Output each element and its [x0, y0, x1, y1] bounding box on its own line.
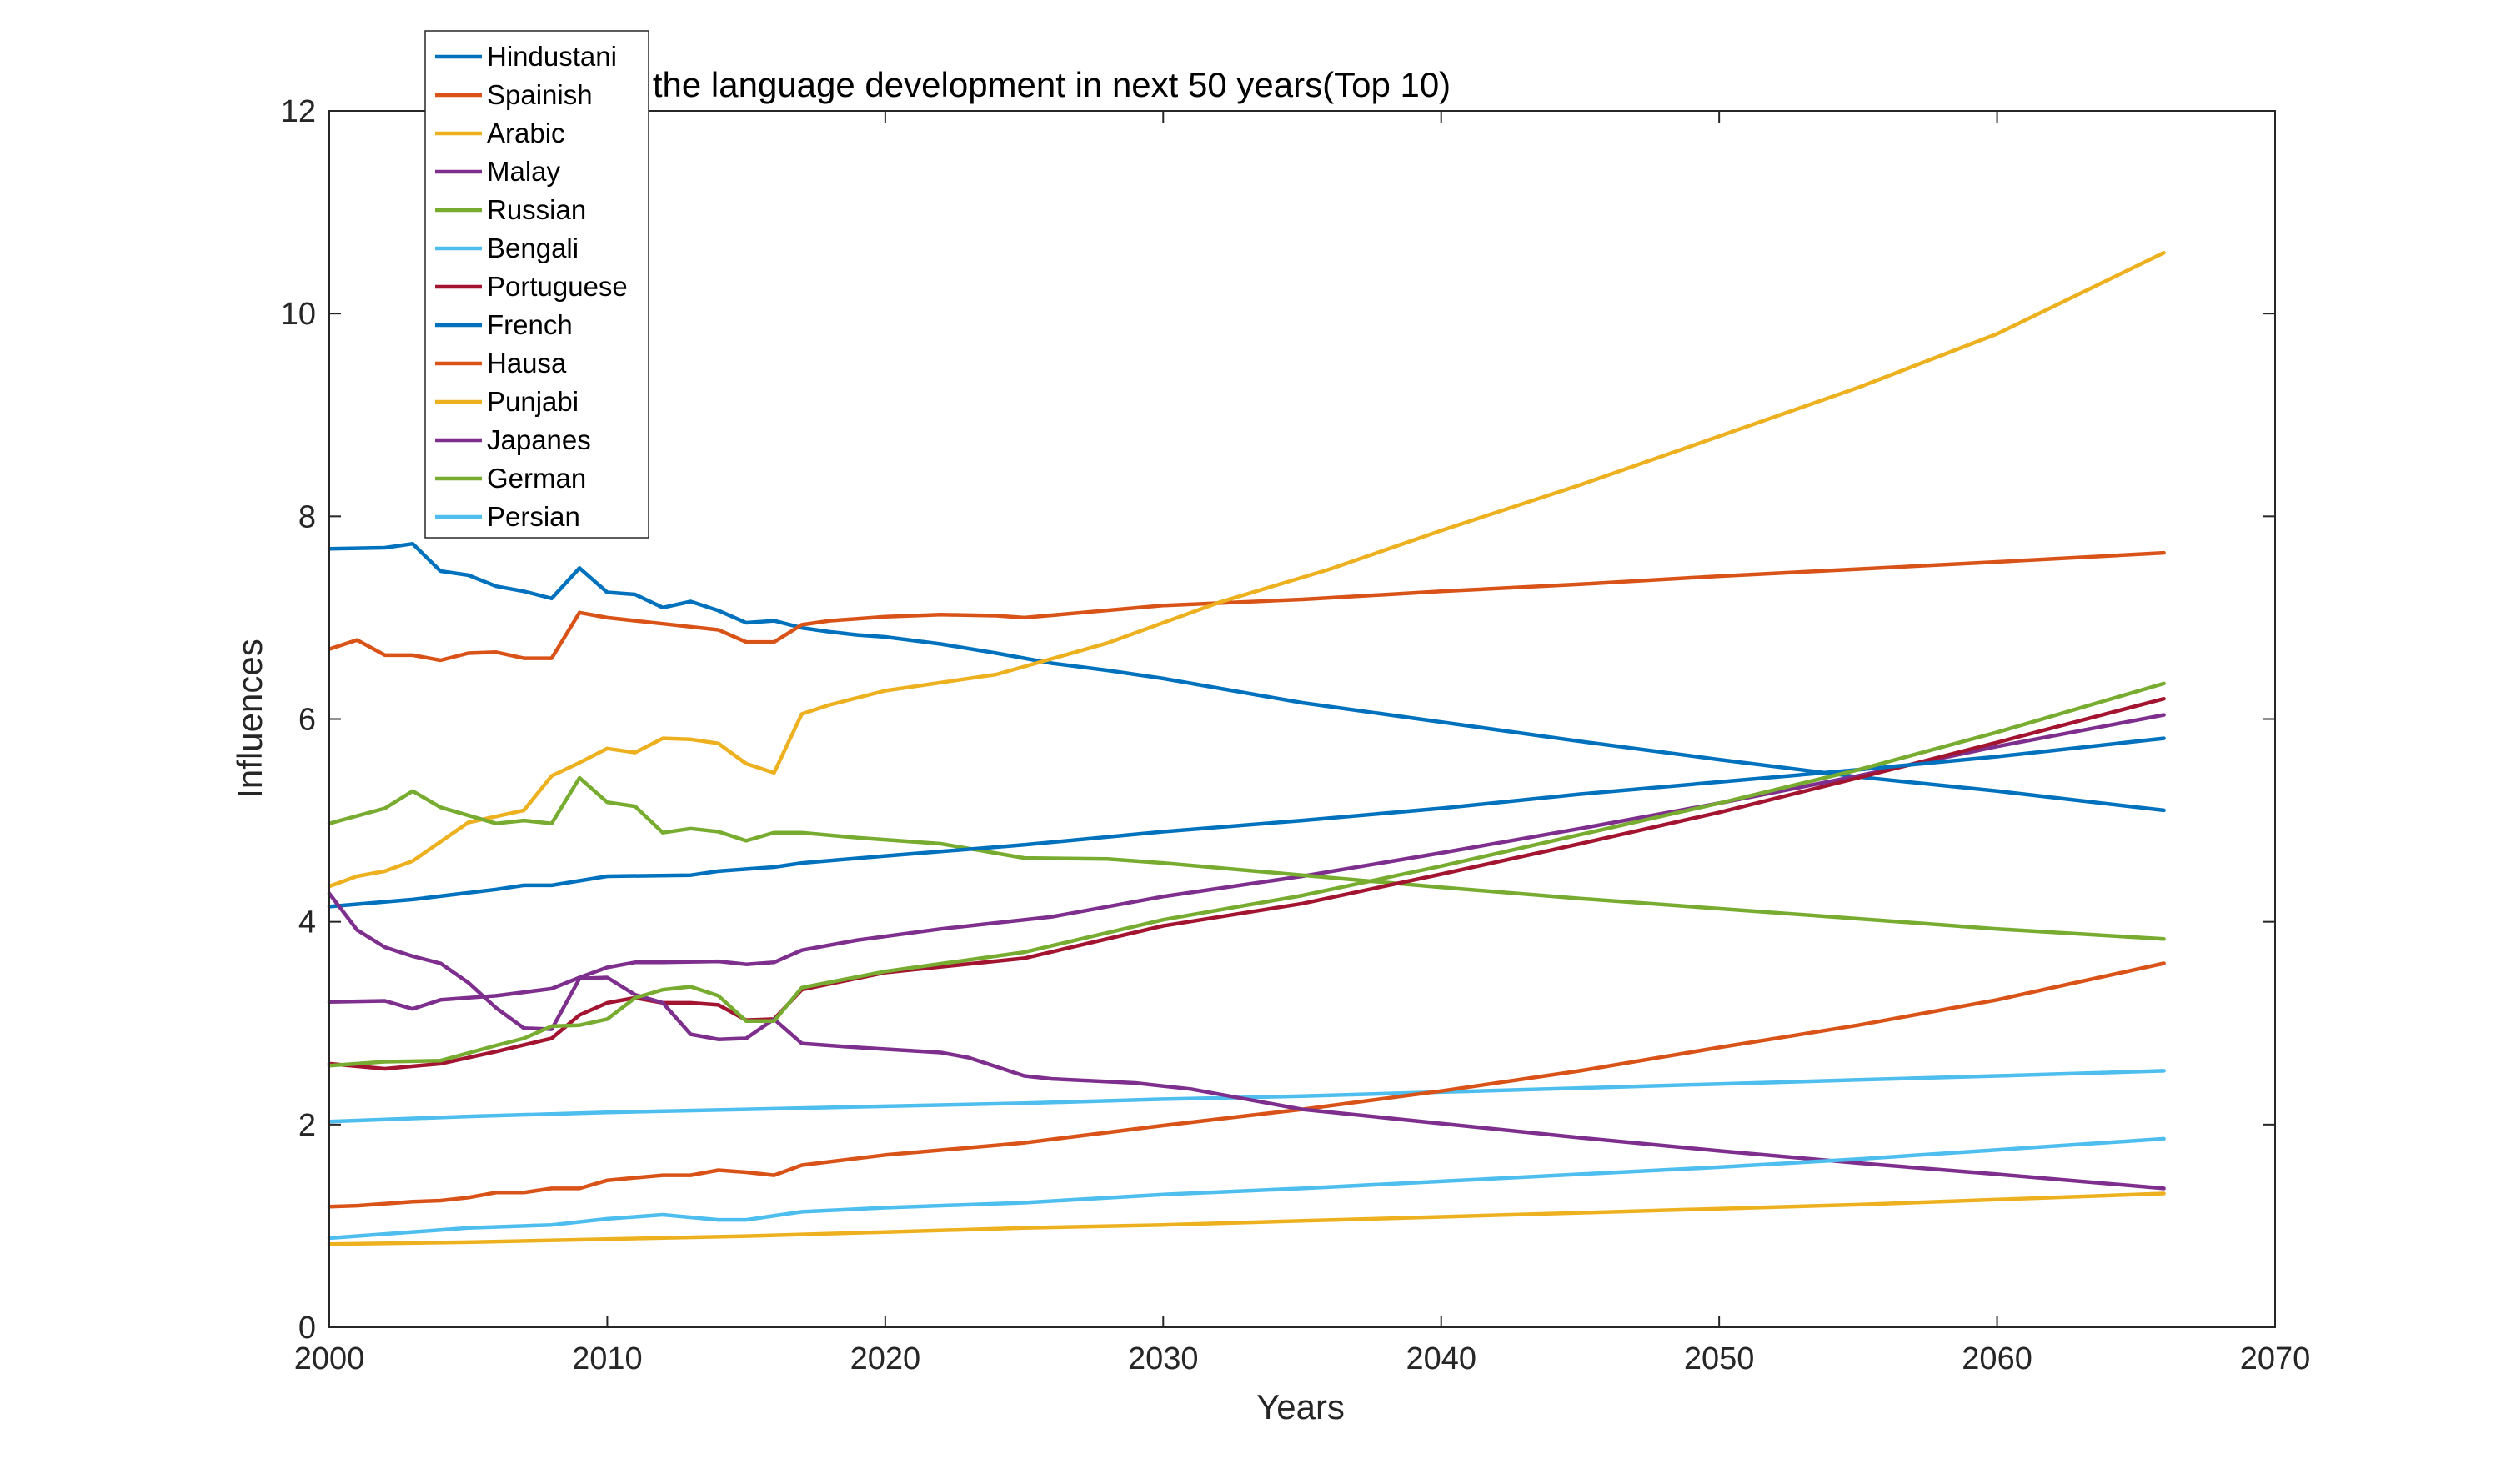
y-tick-label: 2 — [298, 1108, 316, 1143]
series-line-hausa — [327, 961, 2166, 1209]
legend-label-french: French — [487, 309, 573, 340]
series-line-arabic — [327, 250, 2166, 889]
series-line-russian — [327, 775, 2166, 941]
series-line-french — [327, 736, 2166, 909]
legend-label-russian: Russian — [487, 194, 586, 225]
y-tick-label: 0 — [298, 1311, 316, 1346]
axis-ticks: 2000 2010 2020 2030 2040 2050 2060 2070 0 2 4 6 8 10 1… — [281, 94, 2311, 1376]
legend: Hindustani Spainish Arabic Malay Russian Beng… — [424, 30, 649, 539]
legend-label-bengali: Bengali — [487, 233, 579, 263]
series-line-persian — [327, 1136, 2166, 1241]
series-line-spainish — [327, 550, 2166, 663]
y-tick-label: 4 — [298, 905, 316, 940]
series-layer — [327, 250, 2166, 1246]
legend-label-hausa: Hausa — [487, 348, 567, 379]
series-line-german — [327, 681, 2166, 1068]
series-line-malay — [327, 713, 2166, 1011]
y-axis-title: Influences — [230, 639, 269, 798]
legend-label-punjabi: Punjabi — [487, 386, 579, 417]
y-tick-label: 8 — [298, 499, 316, 534]
series-line-punjabi — [327, 1191, 2166, 1246]
x-tick-label: 2010 — [572, 1341, 643, 1376]
legend-label-hindustani: Hindustani — [487, 41, 617, 72]
x-tick-label: 2030 — [1128, 1341, 1199, 1376]
legend-label-portuguese: Portuguese — [487, 271, 628, 302]
legend-label-japanes: Japanes — [487, 424, 591, 455]
y-tick-label: 10 — [281, 297, 316, 332]
x-tick-label: 2060 — [1962, 1341, 2032, 1376]
x-tick-label: 2040 — [1406, 1341, 1476, 1376]
x-tick-label: 2020 — [850, 1341, 921, 1376]
chart-title: Forecast the language development in nex… — [507, 65, 1451, 104]
y-tick-label: 6 — [298, 703, 316, 738]
legend-label-persian: Persian — [487, 501, 580, 532]
x-tick-label: 2050 — [1684, 1341, 1755, 1376]
legend-box — [424, 30, 649, 539]
x-tick-label: 2070 — [2240, 1341, 2311, 1376]
legend-label-arabic: Arabic — [487, 118, 565, 148]
legend-label-malay: Malay — [487, 156, 561, 187]
series-line-hindustani — [327, 541, 2166, 813]
y-tick-label: 12 — [281, 94, 316, 129]
x-tick-label: 2000 — [294, 1341, 365, 1376]
legend-label-german: German — [487, 463, 586, 494]
legend-label-spainish: Spainish — [487, 79, 593, 110]
x-axis-title: Years — [1256, 1387, 1345, 1426]
